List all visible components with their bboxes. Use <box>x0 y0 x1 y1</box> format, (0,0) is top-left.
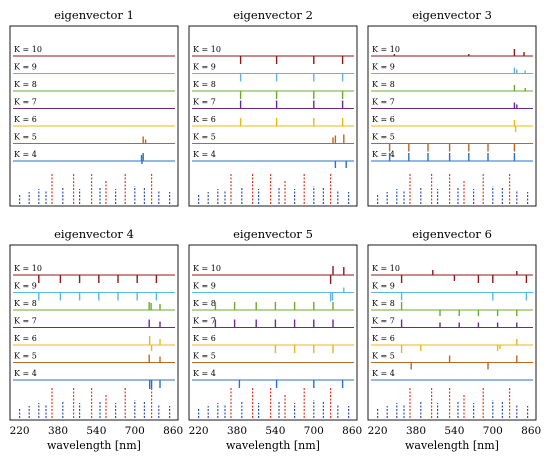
row-k-label: K = 5 <box>372 133 395 142</box>
row-k-label: K = 9 <box>14 63 37 72</box>
panel-frame <box>9 25 179 207</box>
x-tick-label: 860 <box>342 425 362 437</box>
x-tick-label: 700 <box>483 425 503 437</box>
row-k-label: K = 10 <box>372 264 400 273</box>
x-tick-label: 540 <box>265 425 285 437</box>
row-k-label: K = 9 <box>193 282 216 291</box>
panel-title: eigenvector 4 <box>54 227 134 241</box>
panel-title: eigenvector 6 <box>412 227 492 241</box>
row-k-label: K = 6 <box>372 334 395 343</box>
row-k-label: K = 7 <box>372 98 395 107</box>
row-k-label: K = 7 <box>14 98 37 107</box>
row-k-label: K = 5 <box>193 352 216 361</box>
row-k-label: K = 9 <box>372 63 395 72</box>
x-tick-label: 700 <box>304 425 324 437</box>
row-k-label: K = 6 <box>193 115 216 124</box>
row-k-label: K = 7 <box>193 317 216 326</box>
row-k-label: K = 5 <box>372 352 395 361</box>
x-tick-label: 540 <box>444 425 464 437</box>
row-k-label: K = 5 <box>193 133 216 142</box>
row-k-label: K = 7 <box>193 98 216 107</box>
row-k-label: K = 8 <box>372 80 395 89</box>
row-k-label: K = 10 <box>14 264 42 273</box>
row-k-label: K = 9 <box>372 282 395 291</box>
x-tick-label: 380 <box>227 425 247 437</box>
panel-title: eigenvector 1 <box>54 8 134 22</box>
panel-title: eigenvector 3 <box>412 8 492 22</box>
panel-frame <box>188 244 358 421</box>
x-tick-label: 220 <box>189 425 209 437</box>
panel-title: eigenvector 2 <box>233 8 313 22</box>
row-k-label: K = 6 <box>14 334 37 343</box>
panel-title: eigenvector 5 <box>233 227 313 241</box>
row-k-label: K = 8 <box>372 299 395 308</box>
row-k-label: K = 9 <box>193 63 216 72</box>
row-k-label: K = 4 <box>372 150 395 159</box>
row-k-label: K = 5 <box>14 352 37 361</box>
row-k-label: K = 7 <box>14 317 37 326</box>
x-tick-label: 860 <box>163 425 183 437</box>
row-k-label: K = 8 <box>193 80 216 89</box>
row-k-label: K = 4 <box>193 150 216 159</box>
panel-frame <box>9 244 179 421</box>
row-k-label: K = 6 <box>193 334 216 343</box>
x-tick-label: 860 <box>521 425 541 437</box>
x-tick-label: 380 <box>48 425 68 437</box>
row-k-label: K = 4 <box>372 369 395 378</box>
x-axis-label: wavelength [nm] <box>405 439 499 452</box>
row-k-label: K = 7 <box>372 317 395 326</box>
row-k-label: K = 10 <box>193 45 221 54</box>
x-axis-label: wavelength [nm] <box>226 439 320 452</box>
x-tick-label: 540 <box>86 425 106 437</box>
panel-frame <box>188 25 358 207</box>
row-k-label: K = 8 <box>14 299 37 308</box>
row-k-label: K = 4 <box>14 369 37 378</box>
row-k-label: K = 9 <box>14 282 37 291</box>
row-k-label: K = 8 <box>193 299 216 308</box>
x-axis-label: wavelength [nm] <box>47 439 141 452</box>
row-k-label: K = 5 <box>14 133 37 142</box>
row-k-label: K = 8 <box>14 80 37 89</box>
x-tick-label: 380 <box>406 425 426 437</box>
panel-frame <box>367 244 537 421</box>
x-tick-label: 220 <box>368 425 388 437</box>
x-tick-label: 700 <box>125 425 145 437</box>
row-k-label: K = 10 <box>372 45 400 54</box>
panel-frame <box>367 25 537 207</box>
row-k-label: K = 4 <box>193 369 216 378</box>
row-k-label: K = 6 <box>372 115 395 124</box>
x-tick-label: 220 <box>10 425 30 437</box>
row-k-label: K = 10 <box>193 264 221 273</box>
row-k-label: K = 4 <box>14 150 37 159</box>
row-k-label: K = 6 <box>14 115 37 124</box>
row-k-label: K = 10 <box>14 45 42 54</box>
